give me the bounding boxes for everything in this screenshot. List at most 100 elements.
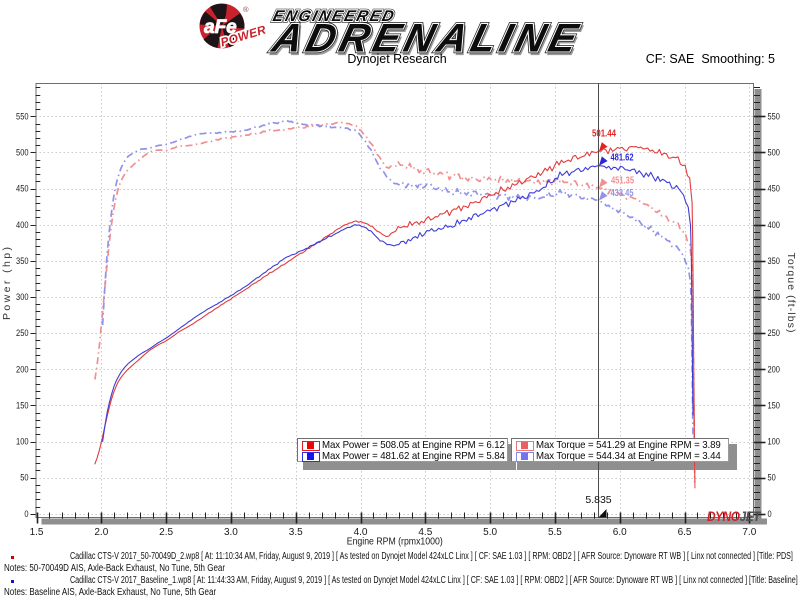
y-tick-label-left: 500	[16, 147, 28, 158]
legend-box-power: Max Power = 508.05 at Engine RPM = 6.12 M…	[297, 438, 508, 462]
axis-ticks	[30, 87, 766, 524]
run-bullet	[11, 580, 14, 583]
wordmark-adrenaline-outline: ADRENALINE	[267, 15, 586, 60]
y-tick-label-right: 550	[768, 111, 780, 122]
badge-registered-mark: ®	[243, 5, 249, 14]
curve-power_afe	[94, 145, 696, 483]
y-tick-label-right: 100	[768, 437, 780, 448]
run-notes-line: Notes: 50-70049D AIS, Axle-Back Exhaust,…	[4, 563, 226, 574]
legend-marker-swatch	[521, 453, 528, 460]
y-tick-label-right: 500	[768, 147, 780, 158]
run-file-line: Cadillac CTS-V 2017_Baseline_1.wp8 [ At:…	[70, 575, 798, 586]
x-tick-label: 6.5	[678, 527, 692, 538]
plot-border	[35, 83, 754, 518]
cursor-handle[interactable]	[598, 509, 607, 518]
legend-marker-swatch	[307, 442, 314, 449]
x-tick-label: 5.0	[483, 527, 497, 538]
x-tick-label: 6.0	[613, 527, 627, 538]
y-tick-label-left: 200	[16, 364, 28, 375]
y-tick-label-left: 350	[16, 256, 28, 267]
dynojet-watermark-dyno: DYNO	[707, 509, 740, 524]
legend-row: Max Power = 481.62 at Engine RPM = 5.84	[298, 451, 507, 462]
legend-marker-cell	[515, 440, 534, 451]
run-bullet	[11, 556, 14, 559]
cursor-flag-torque_baseline	[599, 191, 608, 201]
y-tick-label-right: 400	[768, 220, 780, 231]
y-tick-label-right: 150	[768, 400, 780, 411]
cursor-flag-torque_afe	[599, 178, 608, 188]
x-tick-label: 3.0	[224, 527, 238, 538]
correction-smoothing-label: CF: SAE Smoothing: 5	[645, 52, 775, 66]
curve-torque_afe	[94, 121, 696, 489]
wordmark-adrenaline: ADRENALINE	[267, 15, 586, 60]
cursor-value-power_baseline: 481.62	[611, 153, 634, 164]
curve-torque_baseline	[101, 119, 694, 435]
legend-box-torque: Max Torque = 541.29 at Engine RPM = 3.89…	[511, 438, 729, 462]
x-tick-label: 2.5	[159, 527, 173, 538]
dyno-curves	[94, 119, 696, 489]
x-tick-label: 1.5	[30, 527, 44, 538]
legend-entry-text: Max Torque = 544.34 at Engine RPM = 3.44	[535, 451, 721, 462]
chart-subtitle: Dynojet Research	[347, 52, 447, 66]
y-tick-label-left: 0	[24, 509, 28, 520]
x-tick-label: 4.0	[354, 527, 368, 538]
y-tick-label-left: 100	[16, 437, 28, 448]
gridlines	[35, 83, 754, 518]
y-tick-label-right: 450	[768, 184, 780, 195]
dynojet-watermark: DYNOJET	[707, 509, 760, 524]
legend-row: Max Power = 508.05 at Engine RPM = 6.12	[298, 440, 507, 451]
x-tick-label: 3.5	[289, 527, 303, 538]
x-tick-label: 4.5	[418, 527, 432, 538]
legend-marker-swatch	[307, 453, 314, 460]
run-notes-line: Notes: Baseline AIS, Axle-Back Exhaust, …	[4, 587, 217, 598]
y-tick-label-left: 250	[16, 328, 28, 339]
wordmark-adrenaline-shadow: ADRENALINE	[269, 18, 588, 63]
legend-entry-text: Max Power = 481.62 at Engine RPM = 5.84	[321, 451, 505, 462]
badge-afe-text: aFe	[204, 17, 237, 38]
dyno-chart: 1.5 2.0 2.5 3.0 3.5 4.0 4.5 5.0 5.5 6.0 6.5 7.0 0 0 50…	[1, 83, 797, 548]
brand-logo: aFe ® POWER ENGINEERED ENGINEERED ADRENA…	[196, 1, 596, 64]
y-tick-label-right: 50	[768, 473, 776, 484]
legend-marker-cell	[301, 451, 320, 462]
y-tick-label-left: 400	[16, 220, 28, 231]
x-tick-label: 5.5	[548, 527, 562, 538]
legend-marker-cell	[301, 440, 320, 451]
wordmark-engineered: ENGINEERED	[271, 8, 398, 25]
dynojet-watermark-jet: JET	[739, 509, 761, 524]
x-tick-label: 7.0	[742, 527, 756, 538]
y-tick-label-right: 350	[768, 256, 780, 267]
axis-tick-labels: 1.5 2.0 2.5 3.0 3.5 4.0 4.5 5.0 5.5 6.0 6.5 7.0 0 0 50…	[16, 111, 780, 538]
legend-row: Max Torque = 544.34 at Engine RPM = 3.44	[512, 451, 728, 462]
cursor-flag-power_baseline	[599, 156, 608, 166]
y-tick-label-left: 300	[16, 292, 28, 303]
y-axis-title-right: Torque (ft-lbs)	[785, 253, 797, 333]
y-tick-label-right: 250	[768, 328, 780, 339]
y-axis-title-left: Power (hp)	[1, 247, 13, 320]
legend-marker-cell	[515, 451, 534, 462]
cursor-rpm-label: 5.835	[585, 494, 611, 506]
plot-shadow-bottom	[41, 518, 767, 525]
y-tick-label-left: 150	[16, 400, 28, 411]
brand-logo-graphic: aFe ® POWER ENGINEERED ENGINEERED ADRENA…	[199, 3, 589, 64]
cursor-value-power_afe: 501.44	[592, 129, 616, 140]
legend-entry-text: Max Torque = 541.29 at Engine RPM = 3.89	[535, 440, 721, 451]
y-tick-label-left: 450	[16, 184, 28, 195]
x-tick-label: 2.0	[94, 527, 108, 538]
plot-shadow-right	[754, 89, 762, 525]
legend-row: Max Torque = 541.29 at Engine RPM = 3.89	[512, 440, 728, 451]
y-tick-label-right: 200	[768, 364, 780, 375]
curve-power_baseline	[102, 165, 694, 443]
legend-entry-text: Max Power = 508.05 at Engine RPM = 6.12	[321, 440, 505, 451]
y-tick-label-left: 550	[16, 111, 28, 122]
cursor-flag-power_afe	[599, 142, 608, 152]
legend-marker-swatch	[521, 442, 528, 449]
run-file-line: Cadillac CTS-V 2017_50-70049D_2.wp8 [ At…	[70, 551, 793, 562]
cursor-value-torque_afe: 451.35	[611, 176, 634, 187]
y-tick-label-left: 50	[20, 473, 28, 484]
y-tick-label-right: 300	[768, 292, 780, 303]
y-tick-label-right: 0	[768, 509, 772, 520]
x-axis-title: Engine RPM (rpmx1000)	[347, 537, 443, 548]
wordmark-engineered-outline: ENGINEERED	[271, 8, 398, 25]
cursor-value-torque_baseline: 433.45	[611, 188, 634, 199]
